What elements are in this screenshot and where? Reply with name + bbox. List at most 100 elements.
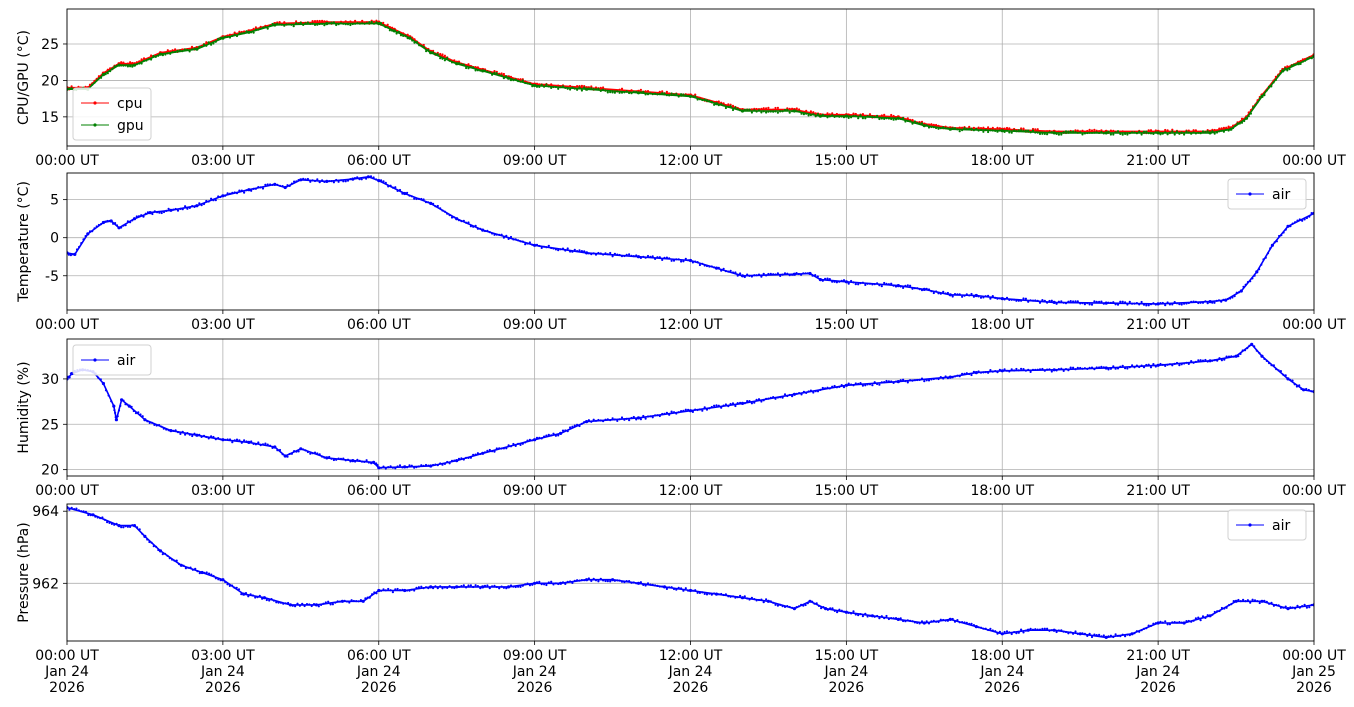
sample-point bbox=[1060, 367, 1063, 370]
sample-point bbox=[611, 255, 614, 258]
sample-point bbox=[189, 566, 192, 569]
sample-point bbox=[1114, 633, 1117, 636]
sample-point bbox=[816, 275, 819, 278]
sample-point bbox=[448, 59, 451, 62]
sample-point bbox=[1086, 634, 1089, 638]
sample-point bbox=[1240, 121, 1244, 124]
sample-point bbox=[1152, 622, 1155, 625]
sample-point bbox=[1166, 301, 1169, 304]
sample-point bbox=[359, 599, 362, 602]
sample-point bbox=[838, 115, 841, 118]
sample-point bbox=[183, 48, 186, 51]
sample-point bbox=[1197, 131, 1200, 134]
sample-point bbox=[264, 442, 267, 445]
sample-point bbox=[1213, 359, 1216, 362]
sample-point bbox=[632, 581, 635, 584]
x-tick-label: 00:00 UT bbox=[35, 483, 99, 499]
sample-point bbox=[1265, 600, 1268, 603]
sample-point bbox=[1260, 263, 1263, 266]
sample-point bbox=[557, 249, 560, 252]
sample-point bbox=[543, 583, 546, 586]
sample-point bbox=[106, 68, 109, 71]
sample-point bbox=[446, 212, 449, 215]
sample-point bbox=[122, 526, 125, 529]
sample-point bbox=[1175, 302, 1179, 305]
sample-point bbox=[479, 227, 482, 230]
sample-point bbox=[982, 126, 985, 129]
sample-point bbox=[1185, 302, 1188, 305]
sample-point bbox=[1124, 635, 1127, 638]
sample-point bbox=[852, 281, 855, 284]
sample-point bbox=[453, 61, 456, 64]
sample-point bbox=[1055, 132, 1058, 135]
x-tick-label: 03:00 UT bbox=[191, 317, 255, 333]
sample-point bbox=[1166, 133, 1169, 136]
sample-point bbox=[1194, 300, 1197, 303]
sample-point bbox=[323, 20, 326, 23]
sample-point bbox=[111, 67, 114, 70]
sample-point bbox=[88, 230, 92, 233]
data-point bbox=[429, 51, 433, 55]
sample-point bbox=[420, 197, 423, 201]
sample-point bbox=[687, 259, 690, 262]
sample-point bbox=[602, 86, 605, 89]
sample-point bbox=[748, 598, 751, 601]
sample-point bbox=[994, 370, 997, 373]
sample-point bbox=[538, 85, 541, 88]
sample-point bbox=[354, 19, 357, 22]
sample-point bbox=[181, 430, 184, 433]
sample-point bbox=[656, 93, 659, 96]
sample-point bbox=[1043, 132, 1046, 135]
sample-point bbox=[332, 458, 335, 462]
sample-point bbox=[961, 129, 964, 132]
sample-point bbox=[876, 382, 879, 386]
sample-point bbox=[401, 192, 404, 195]
sample-point bbox=[1102, 132, 1105, 135]
sample-point bbox=[984, 371, 987, 374]
sample-point bbox=[1036, 131, 1039, 134]
data-point bbox=[1234, 599, 1238, 603]
sample-point bbox=[371, 593, 374, 596]
sample-point bbox=[339, 179, 343, 182]
sample-point bbox=[675, 258, 678, 261]
sample-point bbox=[727, 270, 730, 273]
data-point bbox=[818, 114, 823, 118]
plot-area bbox=[67, 19, 1314, 136]
sample-point bbox=[439, 52, 442, 56]
sample-point bbox=[1003, 130, 1006, 133]
y-tick-label: 25 bbox=[41, 37, 59, 53]
data-point bbox=[1052, 368, 1056, 372]
data-point bbox=[377, 466, 381, 470]
sample-point bbox=[1194, 129, 1197, 132]
sample-point bbox=[765, 111, 768, 114]
sample-point bbox=[217, 578, 220, 581]
sample-point bbox=[252, 31, 255, 34]
sample-point bbox=[1206, 130, 1209, 133]
sample-point bbox=[277, 601, 280, 604]
sample-point bbox=[604, 418, 607, 421]
sample-point bbox=[106, 72, 109, 75]
sample-point bbox=[535, 581, 539, 584]
sample-point bbox=[130, 405, 133, 408]
sample-point bbox=[1218, 609, 1221, 613]
sample-point bbox=[450, 586, 454, 589]
data-point bbox=[808, 599, 812, 603]
sample-point bbox=[80, 510, 83, 513]
sample-point bbox=[372, 22, 376, 25]
sample-point bbox=[358, 178, 361, 181]
sample-point bbox=[991, 295, 994, 298]
sample-point bbox=[788, 605, 791, 609]
sample-point bbox=[696, 261, 699, 264]
sample-point bbox=[1166, 623, 1169, 626]
sample-point bbox=[1243, 119, 1246, 123]
sample-point bbox=[592, 252, 595, 255]
sample-point bbox=[868, 115, 872, 118]
sample-point bbox=[930, 125, 933, 129]
sample-point bbox=[554, 582, 558, 585]
sample-point bbox=[769, 110, 772, 113]
sample-point bbox=[1005, 126, 1009, 130]
sample-point bbox=[354, 460, 357, 463]
sample-point bbox=[502, 447, 505, 450]
sample-point bbox=[578, 579, 581, 582]
sample-point bbox=[665, 94, 669, 97]
